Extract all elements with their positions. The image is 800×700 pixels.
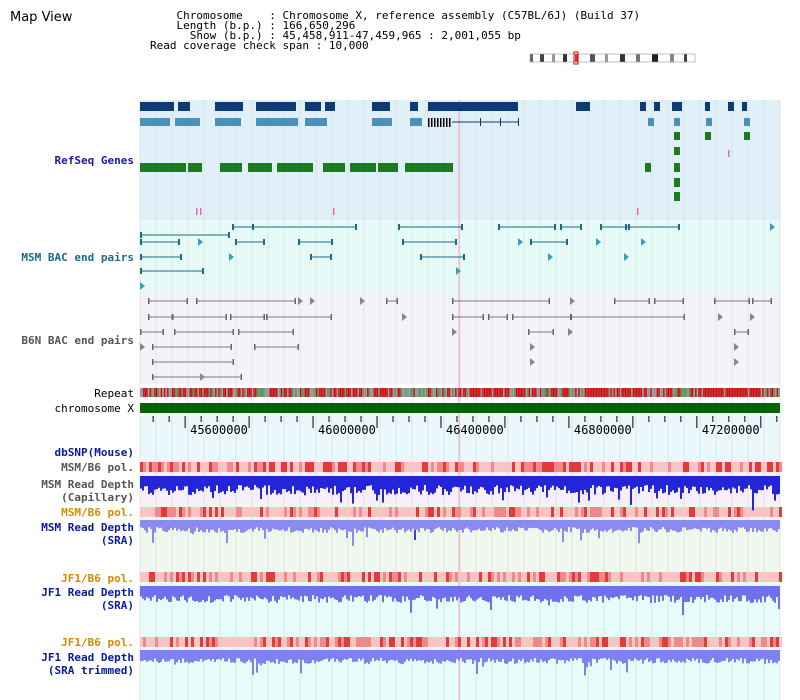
gene-feature: [305, 118, 327, 126]
gene-feature: [640, 102, 646, 111]
track-label-refseq[interactable]: RefSeq Genes: [54, 154, 134, 167]
gene-feature: [410, 118, 422, 126]
show-info: Show (b.p.) : 45,458,911-47,459,965 : 2,…: [189, 29, 521, 42]
gene-feature: [140, 102, 174, 111]
bac-end: [452, 328, 457, 336]
ideogram: [530, 54, 695, 62]
length-info: Length (b.p.) : 166,650,296: [176, 19, 356, 32]
gene-feature: [220, 163, 242, 172]
track-label-jf1-depth-trimmed[interactable]: JF1 Read Depth (SRA trimmed): [41, 651, 134, 677]
gene-feature: [140, 163, 186, 172]
bac-end: [530, 343, 535, 351]
gene-feature: [372, 102, 390, 111]
bac-end: [596, 238, 601, 246]
track-label-chromosome: chromosome X: [54, 402, 134, 415]
gene-feature: [175, 118, 200, 126]
gene-feature: [178, 102, 190, 111]
gene-feature: [140, 118, 170, 126]
axis-tick-label: 47200000: [702, 423, 760, 437]
gene-feature: [405, 163, 453, 172]
gene-feature: [674, 178, 680, 187]
track-label-msm-bac[interactable]: MSM BAC end pairs: [21, 251, 134, 264]
chromosome-bar: [140, 403, 780, 413]
track-label-repeat: Repeat: [94, 387, 134, 400]
bac-end: [734, 343, 739, 351]
gene-feature: [576, 102, 590, 111]
chromosome-info: Chromosome : Chromosome X, reference ass…: [176, 9, 641, 22]
bac-end: [198, 238, 203, 246]
bac-end: [518, 238, 523, 246]
track-label-dbsnp[interactable]: dbSNP(Mouse): [54, 446, 134, 459]
gene-feature: [256, 118, 298, 126]
bac-end: [456, 267, 461, 275]
map-view-title: Map View: [10, 10, 73, 25]
track-label-jf1-pol-1[interactable]: JF1/B6 pol.: [61, 572, 134, 585]
axis-tick-label: 45600000: [190, 423, 248, 437]
bac-end: [200, 373, 205, 381]
bac-end: [530, 358, 535, 366]
coverage-info: Read coverage check span : 10,000: [150, 39, 369, 52]
bac-end: [548, 253, 553, 261]
bac-end: [298, 297, 303, 305]
gene-feature: [350, 163, 376, 172]
gene-feature: [248, 163, 272, 172]
ideogram-position: [573, 51, 579, 65]
track-label-msm-depth-capillary[interactable]: MSM Read Depth (Capillary): [41, 478, 134, 504]
gene-feature: [705, 102, 710, 111]
gene-feature: [372, 118, 392, 126]
gene-feature: [672, 102, 682, 111]
bac-end: [402, 313, 407, 321]
bac-end: [770, 223, 775, 231]
bac-end: [641, 238, 646, 246]
bac-end: [624, 253, 629, 261]
gene-feature: [215, 102, 243, 111]
gene-feature: [728, 102, 734, 111]
gene-feature: [410, 102, 418, 111]
track-label-msm-depth-sra[interactable]: MSM Read Depth (SRA): [41, 521, 134, 547]
track-label-jf1-depth-sra[interactable]: JF1 Read Depth (SRA): [41, 586, 134, 612]
bac-end: [229, 253, 234, 261]
track-label-jf1-pol-2[interactable]: JF1/B6 pol.: [61, 636, 134, 649]
gene-feature: [215, 118, 241, 126]
axis-tick-label: 46800000: [574, 423, 632, 437]
bac-end: [568, 328, 573, 336]
bac-end: [360, 297, 365, 305]
axis-tick-label: 46400000: [446, 423, 504, 437]
gene-feature: [188, 163, 202, 172]
gene-feature: [742, 102, 747, 111]
track-label-b6n-bac[interactable]: B6N BAC end pairs: [21, 334, 134, 347]
bac-end: [718, 313, 723, 321]
gene-feature: [378, 163, 398, 172]
bac-end: [750, 313, 755, 321]
gene-feature: [674, 192, 680, 201]
bac-end: [310, 297, 315, 305]
gene-feature: [428, 102, 518, 111]
gene-feature: [325, 102, 335, 111]
track-label-msm-pol-2[interactable]: MSM/B6 pol.: [61, 506, 134, 519]
bac-end: [140, 282, 145, 290]
gene-feature: [305, 102, 321, 111]
gene-feature: [674, 163, 680, 172]
bac-end: [570, 297, 575, 305]
gene-feature: [162, 102, 172, 111]
bac-end: [734, 358, 739, 366]
gene-feature: [654, 102, 660, 111]
gene-feature: [256, 102, 296, 111]
gene-feature: [645, 163, 651, 172]
bac-end: [140, 343, 145, 351]
track-label-msm-pol-1[interactable]: MSM/B6 pol.: [61, 461, 134, 474]
axis-tick-label: 46000000: [318, 423, 376, 437]
gene-feature: [323, 163, 345, 172]
gene-feature: [277, 163, 313, 172]
